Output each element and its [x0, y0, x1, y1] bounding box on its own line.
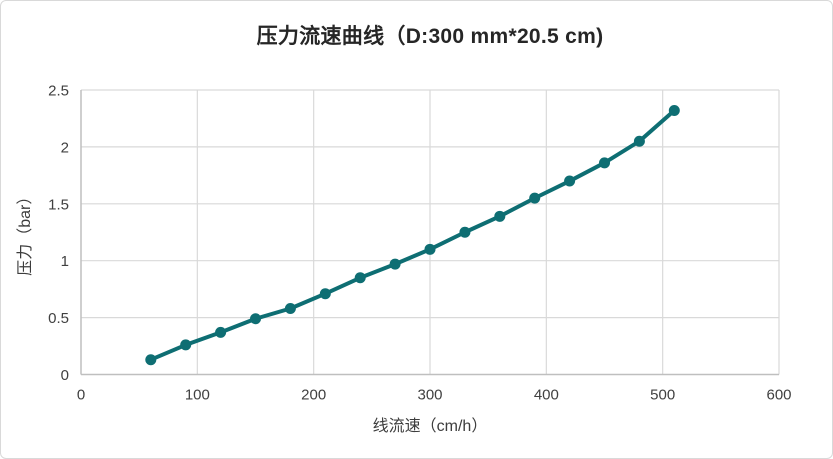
data-point [564, 175, 576, 187]
x-tick-label: 600 [766, 387, 791, 404]
x-tick-label: 500 [650, 387, 675, 404]
data-point [633, 135, 645, 147]
x-axis-title: 线流速（cm/h） [373, 417, 488, 435]
y-tick-label: 0.5 [48, 310, 69, 327]
y-tick-label: 2 [61, 139, 69, 156]
y-tick-label: 2.5 [48, 83, 69, 100]
x-tick-label: 200 [301, 387, 326, 404]
y-axis-title: 压力（bar） [16, 189, 34, 276]
data-point [250, 313, 261, 325]
data-point [459, 226, 471, 238]
data-point [180, 339, 192, 351]
x-tick-label: 0 [77, 387, 85, 404]
data-point [529, 192, 541, 204]
x-tick-label: 400 [534, 387, 559, 404]
data-point [494, 210, 506, 222]
data-line [148, 108, 677, 362]
data-point [215, 326, 227, 338]
data-point [668, 104, 680, 116]
y-tick-label: 0 [61, 367, 69, 384]
data-point [354, 272, 366, 284]
x-tick-label: 100 [185, 387, 210, 404]
data-point [284, 302, 296, 314]
y-tick-label: 1.5 [48, 196, 69, 213]
data-point [389, 258, 401, 270]
x-tick-label: 300 [417, 387, 442, 404]
data-point [599, 157, 610, 169]
data-point [424, 243, 436, 255]
y-tick-label: 1 [61, 253, 69, 270]
data-point [145, 354, 157, 366]
chart-title: 压力流速曲线（D:300 mm*20.5 cm) [256, 25, 604, 48]
data-point [319, 288, 331, 300]
